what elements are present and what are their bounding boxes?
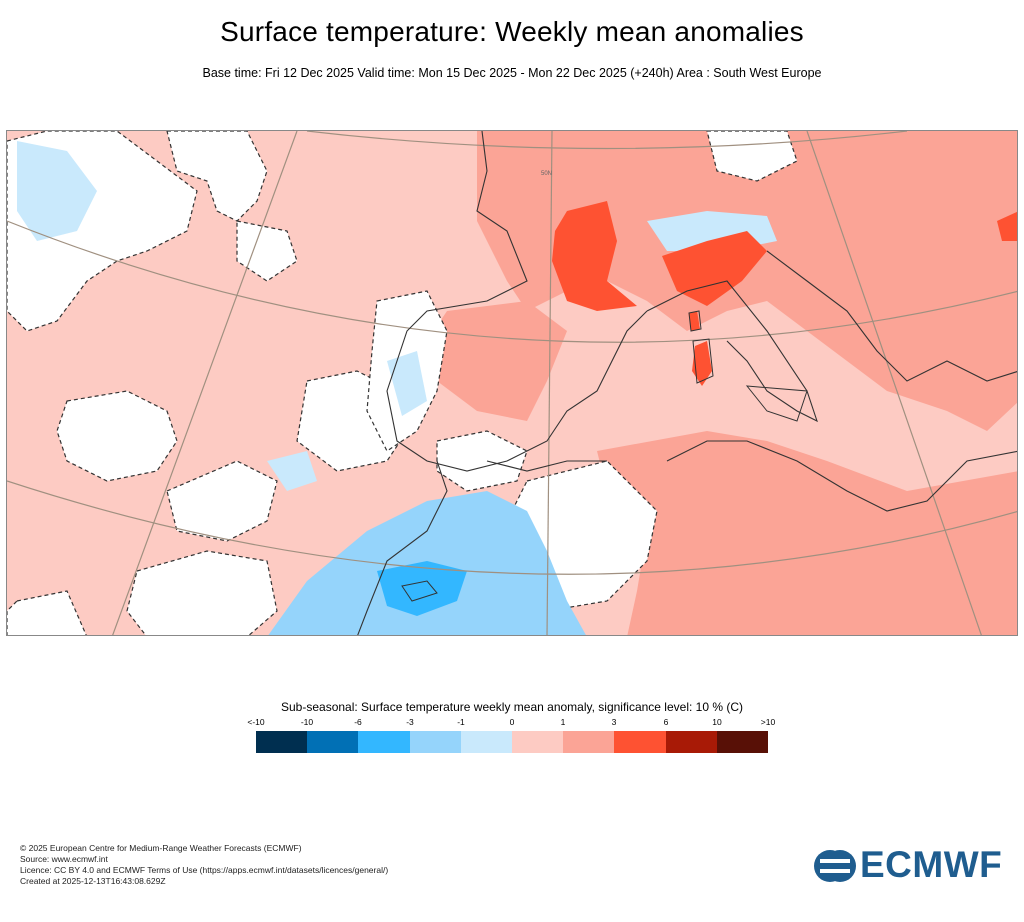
legend-tick: 3 bbox=[611, 717, 617, 727]
legend-color-bin-7 bbox=[614, 731, 666, 753]
legend-colorbar bbox=[256, 731, 769, 753]
hot-region-north-italy bbox=[662, 231, 767, 306]
created-text: Created at 2025-12-13T16:43:08.629Z bbox=[20, 876, 166, 886]
graticule-label-50n: 50N bbox=[541, 171, 552, 177]
map-canvas: 50N bbox=[7, 131, 1017, 635]
legend-ticks: <-10 -10 -6 -3 -1 0 1 3 6 10 >10 bbox=[247, 717, 775, 729]
footer: © 2025 European Centre for Medium-Range … bbox=[20, 843, 388, 887]
source-text: Source: www.ecmwf.int bbox=[20, 854, 108, 864]
legend-tick: -3 bbox=[406, 717, 414, 727]
warm-region-africa bbox=[597, 431, 1017, 635]
legend-color-bin-3 bbox=[409, 731, 461, 753]
non-significant-patches bbox=[7, 131, 798, 635]
map-title: Surface temperature: Weekly mean anomali… bbox=[220, 16, 804, 47]
legend-tick: >10 bbox=[760, 717, 776, 727]
anomaly-map: 50N bbox=[6, 130, 1018, 636]
legend-tick: -6 bbox=[354, 717, 362, 727]
legend-color-bin-5 bbox=[512, 731, 564, 753]
legend-color-bin-1 bbox=[307, 731, 359, 753]
legend-title: Sub-seasonal: Surface temperature weekly… bbox=[281, 700, 743, 714]
ecmwf-logo-text: ECMWF bbox=[860, 844, 1003, 885]
cold-region-balearic bbox=[377, 561, 467, 616]
legend-color-bin-9 bbox=[716, 731, 769, 753]
legend-tick: -10 bbox=[300, 717, 314, 727]
legend-tick: 10 bbox=[712, 717, 722, 727]
graticule bbox=[7, 131, 1017, 635]
legend-color-bin-8 bbox=[665, 731, 717, 753]
hot-region-france bbox=[552, 201, 637, 311]
legend-tick: 0 bbox=[509, 717, 515, 727]
legend-tick: <-10 bbox=[247, 717, 265, 727]
legend-color-bin-4 bbox=[460, 731, 513, 753]
ecmwf-logo-icon bbox=[814, 850, 856, 882]
map-subtitle: Base time: Fri 12 Dec 2025 Valid time: M… bbox=[202, 66, 822, 80]
legend-tick: -1 bbox=[457, 717, 465, 727]
legend-tick: 1 bbox=[560, 717, 566, 727]
coastlines bbox=[357, 131, 1017, 635]
licence-text: Licence: CC BY 4.0 and ECMWF Terms of Us… bbox=[20, 865, 389, 875]
ecmwf-logo: ECMWF bbox=[812, 844, 1007, 886]
warm-region-iberia-east bbox=[427, 301, 567, 421]
legend-color-bin-6 bbox=[563, 731, 615, 753]
hot-region-sardinia bbox=[692, 341, 712, 386]
legend-tick: 6 bbox=[663, 717, 669, 727]
legend-color-bin-0 bbox=[256, 731, 308, 753]
hot-region-balkan bbox=[997, 211, 1017, 241]
islands bbox=[401, 310, 808, 602]
hot-region-corsica bbox=[689, 311, 700, 331]
legend-color-bin-2 bbox=[358, 731, 410, 753]
copyright-text: © 2025 European Centre for Medium-Range … bbox=[20, 843, 302, 853]
